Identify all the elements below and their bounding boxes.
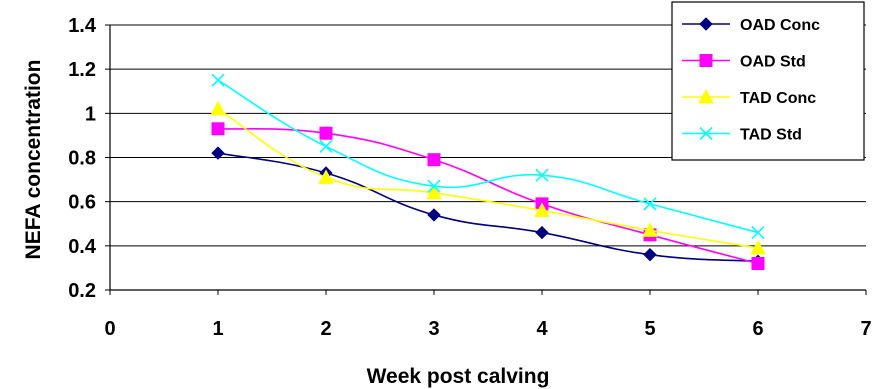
y-tick-label: 0.2 (68, 280, 96, 302)
data-point-tad-std (751, 226, 765, 240)
legend-item-oad-std: OAD Std (682, 54, 806, 71)
data-point-oad-std (319, 126, 333, 140)
data-point-tad-std (535, 168, 549, 182)
legend-marker (698, 88, 714, 104)
data-point-tad-conc (750, 239, 766, 255)
series-line-oad-conc (217, 152, 759, 263)
data-point-tad-conc (318, 169, 334, 184)
data-point-oad-conc (211, 146, 225, 160)
data-point-tad-std (319, 139, 333, 154)
x-tick-label: 0 (104, 318, 115, 340)
data-point-tad-conc (534, 202, 550, 217)
x-tick-label: 1 (212, 318, 223, 340)
data-point-tad-std-stroke (535, 168, 549, 182)
x-tick-label: 7 (860, 318, 871, 340)
x-tick-label: 4 (536, 318, 548, 340)
data-point-tad-std-stroke (751, 226, 765, 240)
legend-label: OAD Conc (740, 17, 820, 34)
data-point-tad-std-stroke (211, 73, 225, 87)
y-tick-label: 1 (85, 103, 96, 125)
data-point-tad-std (211, 73, 225, 87)
data-point-oad-std (211, 122, 225, 136)
y-tick-label: 1.2 (68, 59, 96, 81)
legend-marker (699, 126, 713, 141)
data-point-tad-std (427, 179, 441, 193)
series-line-tad-std (217, 79, 759, 234)
data-point-tad-conc (210, 100, 226, 116)
legend-marker-stroke (699, 126, 713, 141)
y-tick-label: 1.4 (68, 15, 97, 37)
data-point-oad-std (427, 153, 441, 167)
data-point-tad-std-stroke (643, 197, 657, 211)
x-axis-title: Week post calving (367, 365, 550, 388)
x-tick-label: 2 (320, 318, 331, 340)
y-tick-label: 0.8 (68, 148, 96, 170)
data-point-tad-std (643, 197, 657, 211)
data-point-oad-conc (643, 247, 657, 262)
data-point-tad-conc (426, 184, 442, 200)
legend-label: OAD Std (740, 54, 806, 71)
legend-marker (699, 54, 713, 67)
legend-item-tad-conc: TAD Conc (682, 88, 816, 107)
x-tick-label: 5 (644, 318, 655, 340)
legend-label: TAD Conc (740, 90, 816, 107)
x-tick-label: 3 (428, 318, 439, 340)
legend-marker (699, 17, 713, 31)
y-tick-label: 0.4 (68, 236, 97, 258)
axes (105, 24, 867, 295)
legend-item-tad-std: TAD Std (682, 127, 802, 144)
tick-labels: 0.2 0.4 0.6 0.8 1 1.2 1.4 0 1 2 3 4 5 6 7 (68, 15, 871, 340)
data-point-oad-conc (427, 208, 441, 222)
data-point-tad-std-stroke (319, 139, 333, 154)
y-axis-title: NEFA concentration (22, 60, 45, 260)
data-series (210, 73, 766, 270)
data-point-oad-std (751, 257, 765, 270)
legend-item-oad-conc: OAD Conc (682, 17, 820, 34)
data-point-tad-conc (642, 222, 658, 237)
y-tick-label: 0.6 (68, 192, 96, 214)
data-point-tad-std-stroke (427, 179, 441, 193)
x-tick-label: 6 (752, 318, 763, 340)
legend-label: TAD Std (740, 127, 802, 144)
data-point-oad-conc (535, 225, 549, 240)
series-line-tad-conc (217, 108, 759, 249)
legend: OAD Conc OAD Std TAD Conc TAD Std (671, 1, 865, 161)
